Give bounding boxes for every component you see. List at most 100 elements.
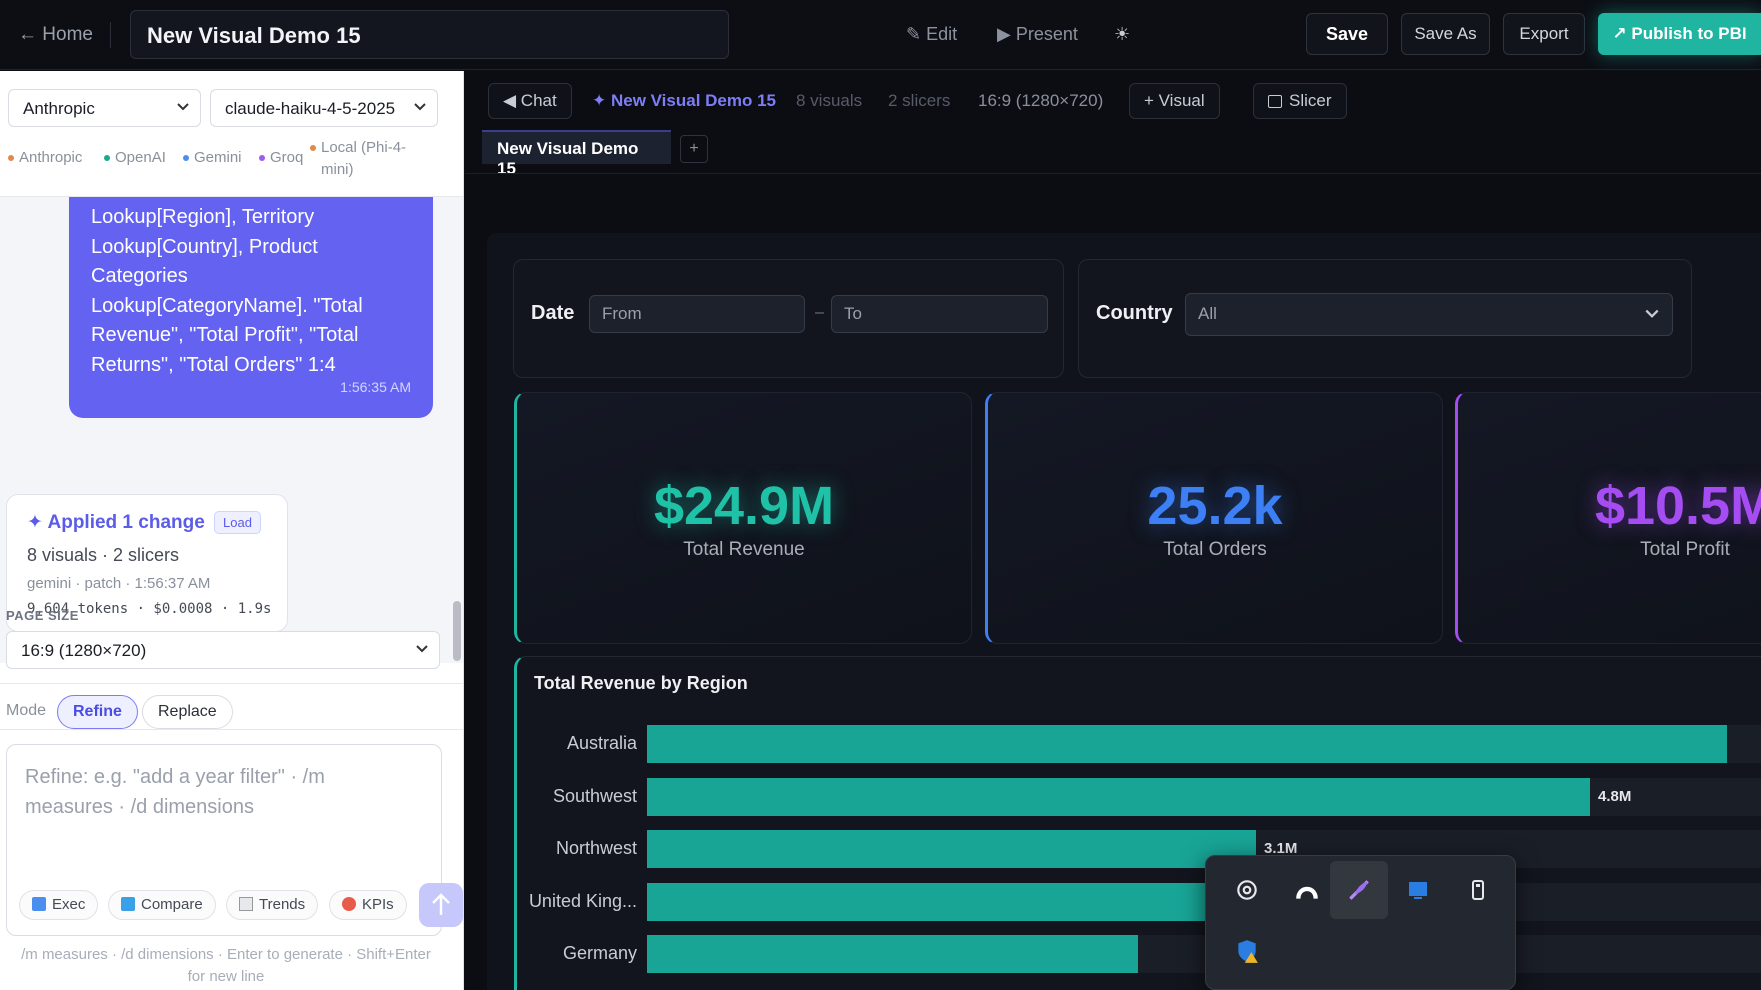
bar[interactable] [647, 882, 1217, 921]
response-card: ✦ Applied 1 change Load 8 visuals · 2 sl… [6, 494, 288, 632]
bar[interactable] [647, 935, 1138, 973]
page-size-select[interactable]: 16:9 (1280×720) [6, 631, 440, 669]
legend-local: Local (Phi-4- mini) [310, 137, 406, 181]
user-message: Lookup[Region], Territory Lookup[Country… [69, 197, 433, 418]
category-label: United King... [528, 890, 637, 911]
report-editor: ◀ Chat ✦ New Visual Demo 15 8 visuals 2 … [465, 71, 1761, 990]
kpi-caption: Total Orders [1163, 539, 1267, 560]
kpi-value: $10.5M [1594, 476, 1761, 536]
category-label: Southwest [552, 785, 637, 806]
edit-button[interactable]: ✎ Edit [906, 24, 958, 44]
feather-icon[interactable] [1330, 861, 1388, 919]
message-line: Lookup[CategoryName]. "Total [91, 294, 363, 317]
message-line: Lookup[Country], Product [91, 235, 318, 258]
kpi-card-profit[interactable]: $10.5M Total Profit [1455, 392, 1761, 644]
page-size-value: 16:9 (1280×720) [21, 641, 147, 660]
page-size-readout: 16:9 (1280×720) [978, 91, 1104, 110]
arch-icon[interactable] [1278, 861, 1336, 919]
load-button[interactable]: Load [214, 511, 261, 534]
data-label: 4.8M [1598, 787, 1632, 805]
export-button[interactable]: Export [1503, 13, 1585, 55]
response-summary: 8 visuals · 2 slicers [27, 545, 180, 565]
revenue-by-region-chart[interactable]: Total Revenue by Region Australia Southwe… [514, 656, 1761, 990]
category-label: Australia [566, 733, 637, 753]
message-line: Categories [91, 265, 188, 287]
page-tab[interactable]: New Visual Demo 15 [482, 130, 671, 178]
add-page-button[interactable]: + [680, 135, 708, 163]
system-tray-popup [1205, 855, 1516, 990]
country-slicer: Country All [1078, 259, 1692, 378]
data-label: 3.1M [1264, 840, 1298, 857]
date-to-input[interactable]: To [831, 295, 1048, 333]
add-slicer-button[interactable]: Slicer [1253, 83, 1347, 119]
hint-line: for new line [187, 968, 265, 985]
bar[interactable] [647, 777, 1590, 816]
kpi-caption: Total Revenue [683, 539, 805, 560]
chip-trends[interactable]: Trends [226, 890, 319, 920]
page-size-label: PAGE SIZE [6, 608, 79, 623]
chevron-down-icon [413, 100, 427, 114]
chat-toggle-button[interactable]: ◀ Chat [488, 83, 572, 119]
present-button[interactable]: ▶ Present [997, 24, 1078, 44]
chip-compare[interactable]: Compare [108, 890, 216, 920]
kpi-value: $24.9M [653, 476, 835, 536]
chevron-down-icon [416, 645, 428, 653]
category-label: Northwest [555, 838, 637, 858]
divider [110, 22, 111, 48]
country-label: Country [1096, 302, 1173, 324]
add-visual-button[interactable]: + Visual [1129, 83, 1220, 119]
usb-icon[interactable] [1449, 861, 1507, 919]
send-button[interactable] [419, 883, 463, 927]
report-name: ✦ New Visual Demo 15 [592, 91, 777, 110]
chip-exec[interactable]: Exec [19, 890, 99, 920]
message-line: Revenue", "Total Profit", "Total [91, 324, 359, 346]
date-from-input[interactable]: From [589, 295, 805, 333]
country-select[interactable]: All [1185, 293, 1673, 336]
provider-select[interactable]: Anthropic [8, 89, 201, 127]
input-hint: /m measures · /d dimensions · Enter to g… [0, 944, 452, 988]
chevron-down-icon [177, 103, 189, 111]
compare-icon [121, 897, 135, 911]
message-time: 1:56:35 AM [340, 378, 411, 395]
response-stats: 9,604 tokens · $0.0008 · 1.9s [27, 601, 272, 617]
windows-icon[interactable] [1389, 861, 1447, 919]
mode-label: Mode [6, 702, 47, 719]
trend-icon [239, 897, 253, 911]
response-title: ✦ Applied 1 change [27, 512, 205, 533]
model-select-value: claude-haiku-4-5-2025 [225, 99, 396, 118]
bar[interactable] [647, 830, 1256, 868]
prompt-placeholder: Refine: e.g. "add a year filter" · /m me… [25, 766, 325, 818]
chevron-down-icon [1645, 309, 1659, 318]
chat-messages: Lookup[Region], Territory Lookup[Country… [0, 197, 463, 663]
home-link[interactable]: ← Home [18, 24, 93, 45]
chart-icon [32, 897, 46, 911]
category-label: Germany [562, 943, 637, 963]
legend-anthropic: Anthropic [8, 149, 82, 166]
chatgpt-icon[interactable] [1218, 861, 1276, 919]
kpi-card-orders[interactable]: 25.2k Total Orders [985, 392, 1443, 644]
response-meta: gemini · patch · 1:56:37 AM [27, 575, 211, 592]
shield-warning-icon[interactable] [1218, 922, 1276, 980]
save-as-button[interactable]: Save As [1401, 13, 1490, 55]
kpi-caption: Total Profit [1640, 539, 1730, 560]
chip-kpis[interactable]: KPIs [329, 890, 407, 920]
document-title-input[interactable]: New Visual Demo 15 [130, 10, 729, 59]
save-button[interactable]: Save [1306, 13, 1388, 55]
chat-scrollbar[interactable] [453, 601, 461, 661]
chart-title: Total Revenue by Region [534, 673, 748, 693]
kpi-card-revenue[interactable]: $24.9M Total Revenue [514, 392, 972, 644]
arrow-up-icon [432, 893, 450, 915]
mode-refine-button[interactable]: Refine [57, 695, 138, 729]
visuals-count: 8 visuals [796, 91, 863, 110]
publish-button[interactable]: ↗ Publish to PBI [1598, 13, 1761, 55]
model-select[interactable]: claude-haiku-4-5-2025 [210, 89, 438, 127]
mode-replace-button[interactable]: Replace [142, 695, 233, 729]
add-slicer-label: Slicer [1289, 91, 1332, 110]
legend-openai: OpenAI [104, 149, 166, 166]
theme-toggle-icon[interactable]: ☀ [1114, 24, 1131, 44]
slicers-count: 2 slicers [888, 91, 951, 110]
legend-groq: Groq [259, 149, 303, 166]
provider-select-value: Anthropic [23, 99, 95, 118]
bar[interactable] [647, 725, 1727, 763]
kpi-value: 25.2k [1147, 476, 1283, 536]
